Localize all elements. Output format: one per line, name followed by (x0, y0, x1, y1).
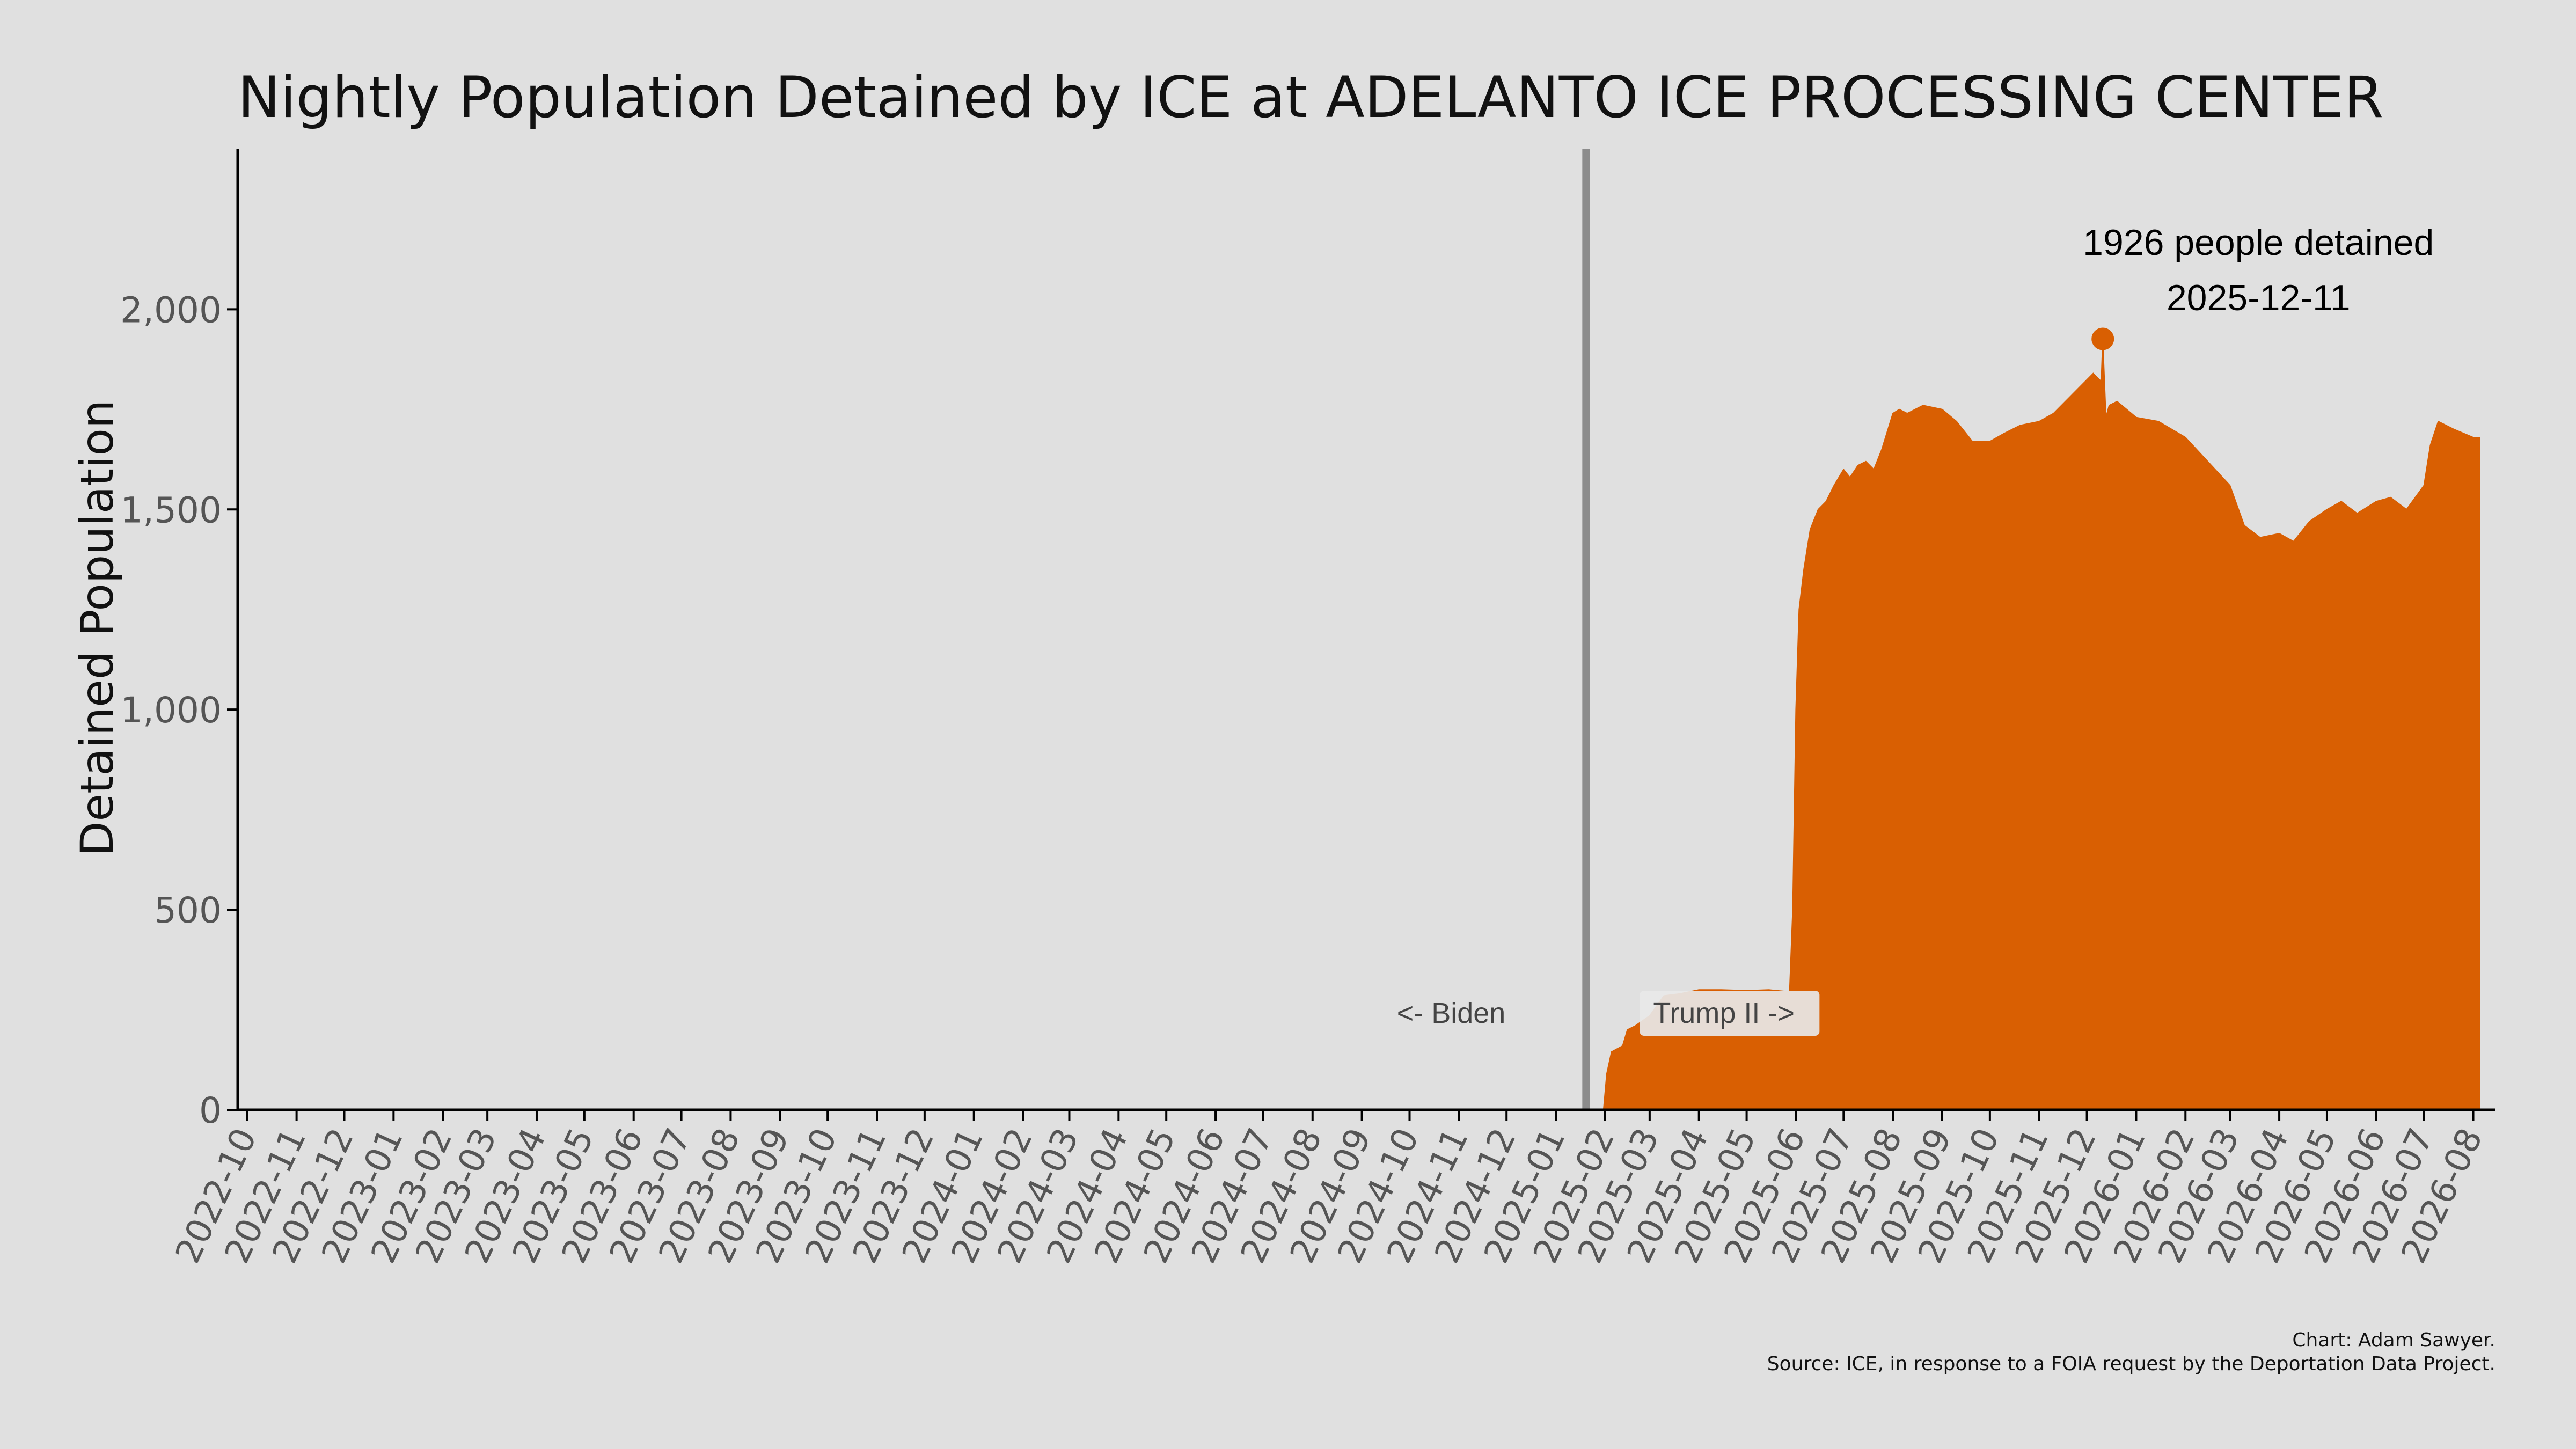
peak-annotation-line1: 1926 people detained (2083, 222, 2434, 263)
peak-annotation-line2: 2025-12-11 (2167, 277, 2351, 318)
y-tick-label: 1,000 (120, 690, 222, 731)
y-tick-label: 500 (154, 890, 222, 931)
y-axis-label: Detained Population (71, 400, 123, 856)
plot-area: 05001,0001,5002,0002022-102022-112022-12… (120, 149, 2496, 1269)
credit-author: Chart: Adam Sawyer. (2292, 1329, 2496, 1351)
era-label-biden: <- Biden (1397, 997, 1506, 1029)
y-tick-label: 1,500 (120, 489, 222, 531)
chart-title: Nightly Population Detained by ICE at AD… (238, 64, 2383, 130)
peak-marker (2091, 327, 2114, 350)
y-tick-label: 0 (199, 1090, 222, 1131)
y-tick-label: 2,000 (120, 289, 222, 331)
era-label-trump: Trump II -> (1653, 997, 1795, 1029)
detained-population-area (1602, 339, 2480, 1110)
era-label-box (1640, 991, 1820, 1036)
credit-source: Source: ICE, in response to a FOIA reque… (1767, 1353, 2496, 1375)
